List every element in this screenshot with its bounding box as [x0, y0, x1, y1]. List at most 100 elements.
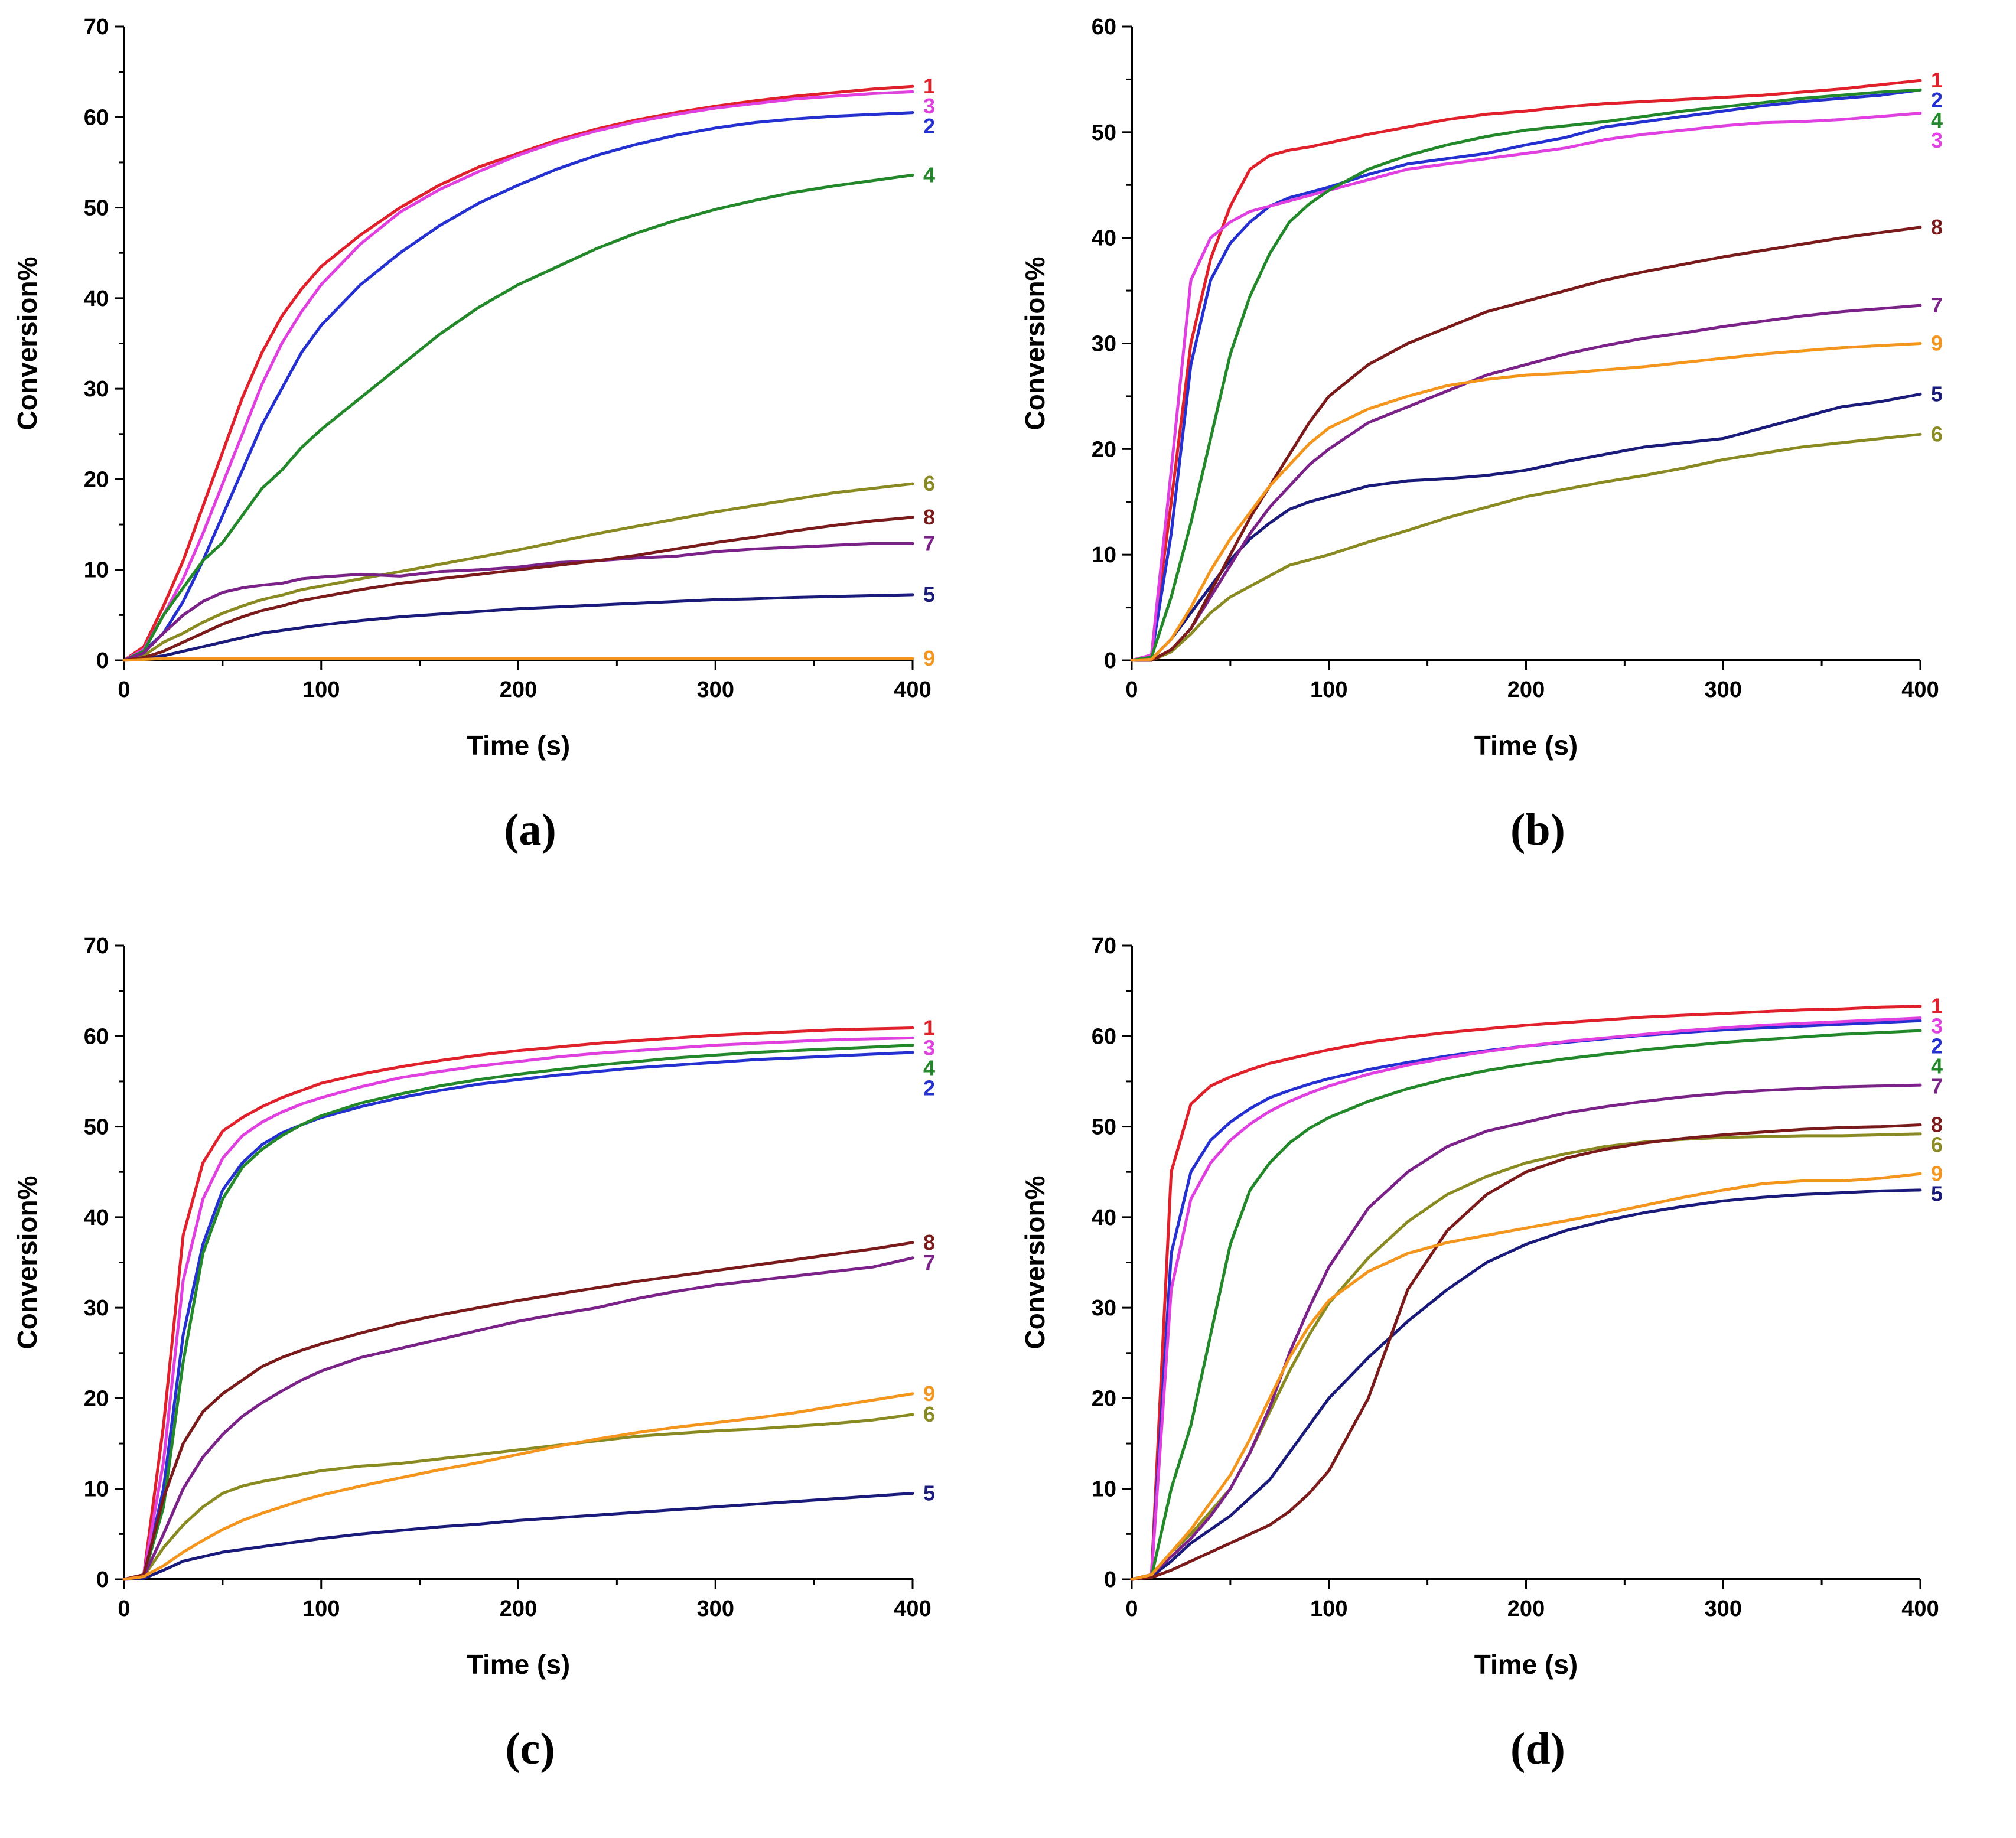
x-tick-label: 400	[1901, 677, 1939, 702]
panel-c: 0 10 20 30 40 50 60 70 0 100 200 300 400 Time (s) Conv…	[0, 919, 1008, 1838]
series-line-8	[1130, 226, 1922, 662]
y-tick-label: 40	[1092, 226, 1116, 251]
series-label-3: 3	[923, 94, 935, 118]
series-line-7	[1130, 304, 1922, 662]
series-line-4	[1130, 1029, 1922, 1581]
series-label-8: 8	[1931, 215, 1943, 239]
series-line-2	[122, 1051, 914, 1581]
y-tick-label: 60	[1092, 15, 1116, 40]
x-axis-title: Time (s)	[1474, 730, 1578, 761]
y-axis-title: Conversion%	[12, 257, 43, 431]
series-line-9	[122, 657, 914, 662]
x-axis-title: Time (s)	[467, 1649, 571, 1680]
series-label-2: 2	[1931, 88, 1943, 112]
series-line-2	[1130, 88, 1922, 662]
panel-b: 0 10 20 30 40 50 60 0 100 200 300 400 Time (s) Conver…	[1008, 0, 2015, 919]
x-tick-label: 200	[500, 677, 537, 702]
series-label-6: 6	[1931, 1133, 1943, 1157]
chart-b: 0 10 20 30 40 50 60 0 100 200 300 400 Time (s) Conver…	[1020, 15, 1943, 855]
panel-d: 0 10 20 30 40 50 60 70 0 100 200 300 400 Time (s) Conv…	[1008, 919, 2015, 1838]
series-label-1: 1	[1931, 994, 1943, 1018]
series-label-6: 6	[1931, 422, 1943, 446]
y-tick-label: 50	[84, 1115, 109, 1140]
series-line-4	[122, 173, 914, 662]
y-tick-label: 60	[1092, 1024, 1116, 1049]
y-tick-label: 40	[84, 286, 109, 311]
series-label-5: 5	[923, 582, 935, 607]
panel-caption: (a)	[504, 805, 556, 855]
series-line-1	[1130, 79, 1922, 662]
y-tick-label: 30	[84, 377, 109, 402]
series-line-9	[1130, 1172, 1922, 1581]
series-line-1	[122, 84, 914, 662]
series-label-3: 3	[1931, 128, 1943, 152]
series-line-7	[122, 1256, 914, 1581]
series-label-7: 7	[1931, 1074, 1943, 1099]
series-line-3	[1130, 1016, 1922, 1581]
y-tick-label: 10	[84, 558, 109, 583]
series-line-4	[1130, 88, 1922, 662]
series-line-6	[122, 482, 914, 662]
series-line-5	[122, 593, 914, 662]
y-tick-label: 40	[84, 1205, 109, 1230]
series-label-4: 4	[923, 1055, 935, 1080]
x-tick-label: 300	[1705, 1596, 1742, 1621]
x-tick-label: 400	[894, 677, 931, 702]
y-tick-label: 10	[1092, 1477, 1116, 1502]
series-label-6: 6	[923, 1402, 935, 1426]
series-label-3: 3	[1931, 1014, 1943, 1038]
series-label-1: 1	[923, 1015, 935, 1039]
y-tick-label: 20	[84, 467, 109, 492]
x-tick-label: 300	[697, 1596, 734, 1621]
y-tick-label: 30	[1092, 1296, 1116, 1321]
y-tick-label: 60	[84, 1024, 109, 1049]
series-line-9	[1130, 342, 1922, 662]
series-line-4	[122, 1044, 914, 1581]
series-label-9: 9	[923, 646, 935, 670]
series-label-4: 4	[923, 162, 935, 187]
x-axis-title: Time (s)	[467, 730, 571, 761]
series-line-8	[1130, 1123, 1922, 1581]
series-label-8: 8	[1931, 1113, 1943, 1137]
y-axis-title: Conversion%	[1020, 1176, 1050, 1350]
series-line-8	[122, 516, 914, 662]
series-label-8: 8	[923, 505, 935, 529]
y-tick-label: 40	[1092, 1205, 1116, 1230]
series-label-5: 5	[1931, 1181, 1943, 1205]
x-tick-label: 300	[1705, 677, 1742, 702]
x-tick-label: 200	[1507, 1596, 1545, 1621]
series-line-5	[1130, 1188, 1922, 1581]
y-tick-label: 70	[84, 934, 109, 959]
series-line-5	[1130, 392, 1922, 662]
x-tick-label: 400	[894, 1596, 931, 1621]
series-label-9: 9	[1931, 331, 1943, 356]
x-tick-label: 0	[118, 677, 130, 702]
y-tick-label: 0	[96, 648, 109, 673]
x-tick-label: 100	[302, 1596, 340, 1621]
y-tick-label: 20	[84, 1386, 109, 1411]
series-label-2: 2	[923, 1076, 935, 1100]
y-axis-title: Conversion%	[1020, 257, 1050, 431]
series-line-1	[1130, 1005, 1922, 1581]
series-line-7	[1130, 1083, 1922, 1581]
series-label-6: 6	[923, 471, 935, 496]
series-label-9: 9	[1931, 1161, 1943, 1185]
y-tick-label: 60	[84, 105, 109, 130]
y-tick-label: 70	[1092, 934, 1116, 959]
series-label-4: 4	[1931, 108, 1943, 132]
x-tick-label: 0	[1125, 677, 1138, 702]
series-line-3	[1130, 112, 1922, 662]
y-tick-label: 30	[1092, 332, 1116, 357]
series-line-8	[122, 1241, 914, 1581]
series-line-9	[122, 1392, 914, 1581]
x-tick-label: 100	[302, 677, 340, 702]
x-tick-label: 0	[1125, 1596, 1138, 1621]
x-tick-label: 100	[1310, 1596, 1347, 1621]
y-tick-label: 20	[1092, 1386, 1116, 1411]
panel-a: 0 10 20 30 40 50 60 70 0 100 200 300 400 Time (s) Conv…	[0, 0, 1008, 919]
y-tick-label: 10	[84, 1477, 109, 1502]
x-tick-label: 200	[1507, 677, 1545, 702]
series-label-5: 5	[1931, 382, 1943, 406]
y-tick-label: 20	[1092, 437, 1116, 462]
panel-caption: (d)	[1510, 1724, 1565, 1774]
